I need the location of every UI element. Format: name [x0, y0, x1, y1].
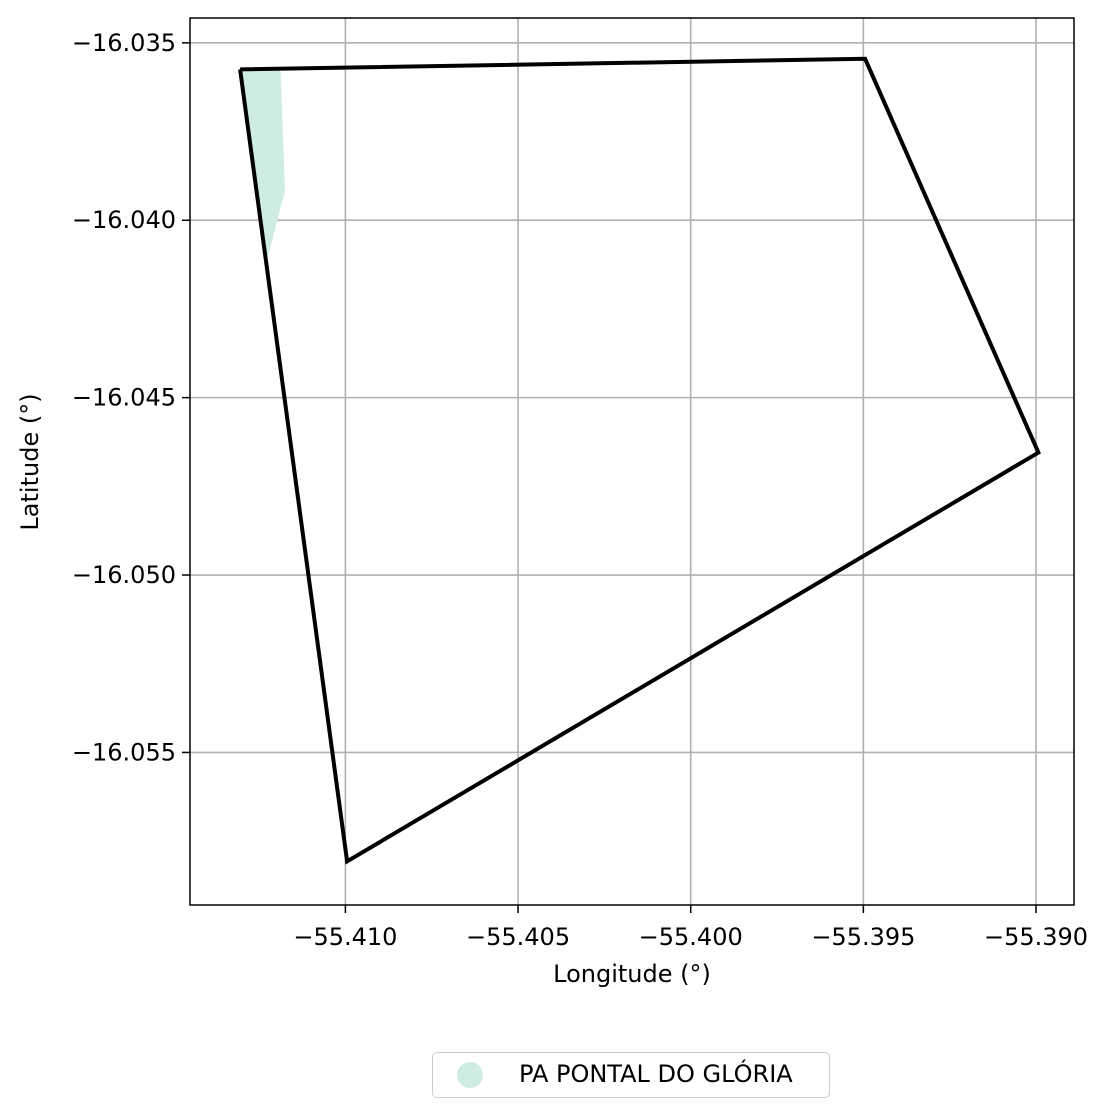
plot-frame: [189, 17, 1075, 906]
legend-marker-circle: [457, 1062, 483, 1088]
x-axis-ticks: −55.410 −55.405 −55.400 −55.395 −55.390: [293, 905, 1088, 951]
x-tick-label-4: −55.390: [984, 923, 1088, 951]
y-tick-label-3: −16.050: [72, 561, 176, 589]
x-tick-label-2: −55.400: [639, 923, 743, 951]
grid-lines: [190, 18, 1074, 905]
y-tick-label-0: −16.035: [72, 29, 176, 57]
y-tick-label-4: −16.055: [72, 738, 176, 766]
x-tick-label-0: −55.410: [293, 923, 397, 951]
boundary-outline: [238, 56, 1041, 865]
legend: PA PONTAL DO GLÓRIA: [432, 1052, 830, 1098]
x-axis-label: Longitude (°): [553, 960, 711, 988]
x-tick-label-1: −55.405: [466, 923, 570, 951]
legend-label: PA PONTAL DO GLÓRIA: [519, 1060, 793, 1088]
y-axis-label: Latitude (°): [16, 393, 44, 530]
parcel-polygon-fill: [240, 69, 285, 267]
y-axis-ticks: −16.035 −16.040 −16.045 −16.050 −16.055: [72, 29, 190, 766]
map-layers: [238, 56, 1041, 865]
x-tick-label-3: −55.395: [811, 923, 915, 951]
y-tick-label-2: −16.045: [72, 384, 176, 412]
y-tick-label-1: −16.040: [72, 206, 176, 234]
